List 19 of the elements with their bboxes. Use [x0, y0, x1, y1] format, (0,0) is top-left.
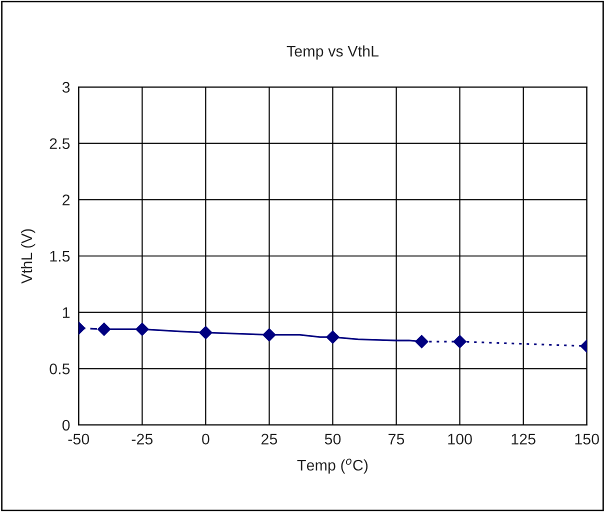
x-tick-label: 25 — [262, 434, 278, 445]
y-tick-label: 3 — [62, 82, 70, 93]
x-tick-label: 100 — [448, 434, 472, 445]
x-tick-label: 50 — [324, 434, 341, 445]
x-tick-label: -25 — [132, 434, 153, 445]
x-tick-label: -50 — [68, 434, 90, 445]
y-tick-label: 0 — [62, 420, 70, 431]
y-tick-label: 1 — [62, 307, 70, 318]
y-tick-label: 2.5 — [50, 138, 70, 150]
x-axis-title: Temp ($^{o}$C) — [297, 458, 368, 474]
x-tick-label: 0 — [202, 434, 210, 445]
y-tick-label: 2 — [62, 194, 70, 206]
y-tick-label: 1.5 — [50, 251, 70, 262]
x-tick-label: 75 — [388, 434, 404, 445]
y-axis-title: VthL (V) — [20, 229, 36, 284]
chart-title: Temp vs VthL — [286, 45, 379, 60]
x-tick-label: 125 — [512, 434, 536, 445]
x-tick-label: 150 — [575, 434, 599, 445]
y-tick-label: 0.5 — [50, 364, 70, 374]
